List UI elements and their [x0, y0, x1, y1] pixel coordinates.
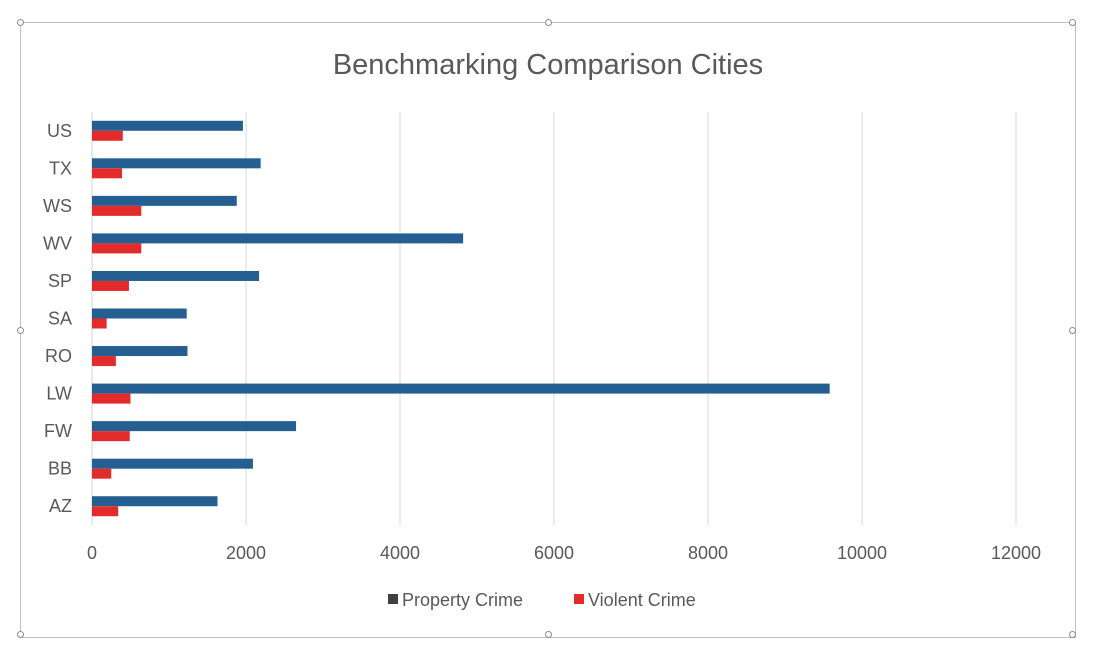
y-tick-label: AZ: [49, 496, 72, 516]
bar-property-crime: [92, 120, 243, 131]
y-tick-label: SA: [48, 309, 72, 329]
bar-violent-crime: [92, 506, 119, 517]
resize-handle-top-center[interactable]: [545, 19, 552, 26]
x-axis-tick-labels: 0 2000 4000 6000 8000 10000 12000: [87, 543, 1041, 563]
y-tick-label: WS: [43, 196, 72, 216]
y-tick-label: LW: [46, 384, 72, 404]
legend-label: Violent Crime: [588, 590, 696, 610]
bar-property-crime: [92, 308, 187, 319]
resize-handle-bottom-right[interactable]: [1069, 631, 1076, 638]
bar-violent-crime: [92, 393, 131, 404]
bar-property-crime: [92, 421, 297, 432]
y-tick-label: FW: [44, 421, 72, 441]
bar-violent-crime: [92, 205, 142, 216]
y-axis-tick-labels: AZ BB FW LW RO SA SP WV WS TX US: [43, 121, 72, 516]
x-tick-label: 0: [87, 543, 97, 563]
y-tick-label: US: [47, 121, 72, 141]
bar-property-crime: [92, 270, 260, 281]
bar-violent-crime: [92, 431, 130, 442]
bar-violent-crime: [92, 243, 142, 254]
x-tick-label: 10000: [837, 543, 887, 563]
legend-label: Property Crime: [402, 590, 523, 610]
bar-violent-crime: [92, 318, 107, 329]
bar-violent-crime: [92, 130, 123, 141]
y-tick-label: TX: [49, 158, 72, 178]
y-tick-label: WV: [43, 233, 72, 253]
y-tick-label: SP: [48, 271, 72, 291]
bar-violent-crime: [92, 168, 123, 179]
x-tick-label: 12000: [991, 543, 1041, 563]
x-tick-label: 8000: [688, 543, 728, 563]
legend-swatch: [574, 594, 584, 604]
resize-handle-top-right[interactable]: [1069, 19, 1076, 26]
y-tick-label: RO: [45, 346, 72, 366]
bars: [92, 120, 830, 517]
resize-handle-bottom-left[interactable]: [17, 631, 24, 638]
bar-property-crime: [92, 383, 830, 394]
x-tick-label: 4000: [380, 543, 420, 563]
bar-property-crime: [92, 195, 237, 206]
bar-property-crime: [92, 346, 188, 357]
legend: Property Crime Violent Crime: [388, 590, 696, 610]
y-tick-label: BB: [48, 459, 72, 479]
bar-property-crime: [92, 496, 218, 507]
resize-handle-middle-left[interactable]: [17, 327, 24, 334]
chart-title: Benchmarking Comparison Cities: [333, 49, 763, 81]
resize-handle-middle-right[interactable]: [1069, 327, 1076, 334]
resize-handle-bottom-center[interactable]: [545, 631, 552, 638]
x-tick-label: 2000: [226, 543, 266, 563]
bar-violent-crime: [92, 280, 129, 291]
bar-property-crime: [92, 158, 261, 169]
bar-property-crime: [92, 233, 464, 244]
x-tick-label: 6000: [534, 543, 574, 563]
bar-violent-crime: [92, 468, 112, 479]
bar-property-crime: [92, 458, 253, 469]
resize-handle-top-left[interactable]: [17, 19, 24, 26]
bar-violent-crime: [92, 356, 116, 367]
legend-swatch: [388, 594, 398, 604]
